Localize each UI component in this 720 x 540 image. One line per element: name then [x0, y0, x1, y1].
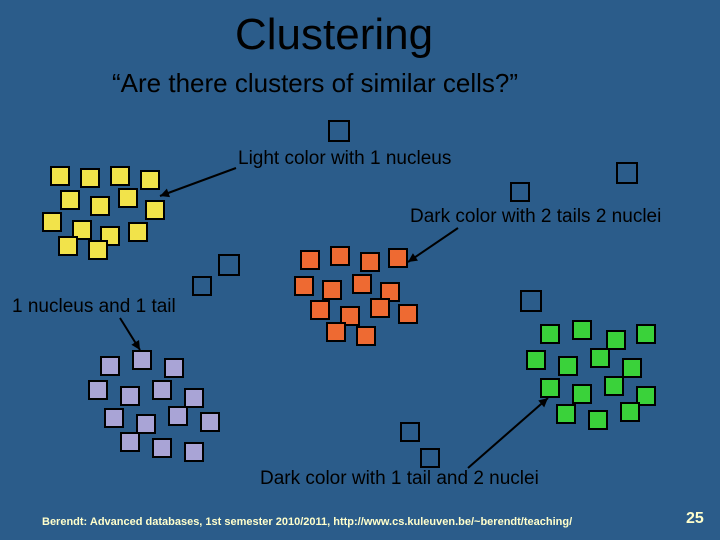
cell-yellow-2 [110, 166, 130, 186]
cluster-label-3: Dark color with 1 tail and 2 nuclei [260, 468, 539, 490]
cell-purple-9 [168, 406, 188, 426]
cell-green-4 [526, 350, 546, 370]
cell-purple-5 [152, 380, 172, 400]
cell-yellow-0 [50, 166, 70, 186]
cell-purple-6 [184, 388, 204, 408]
cell-yellow-5 [90, 196, 110, 216]
cell-yellow-13 [88, 240, 108, 260]
placeholder-square-7 [420, 448, 440, 468]
cell-yellow-1 [80, 168, 100, 188]
cell-green-0 [540, 324, 560, 344]
cell-green-5 [558, 356, 578, 376]
cell-yellow-7 [145, 200, 165, 220]
cell-green-3 [636, 324, 656, 344]
cell-yellow-4 [60, 190, 80, 210]
cell-yellow-3 [140, 170, 160, 190]
footer-citation: Berendt: Advanced databases, 1st semeste… [42, 516, 572, 528]
cell-orange-10 [370, 298, 390, 318]
cell-green-12 [556, 404, 576, 424]
cell-purple-4 [120, 386, 140, 406]
cluster-label-1: Dark color with 2 tails 2 nuclei [410, 206, 661, 228]
cell-purple-11 [120, 432, 140, 452]
placeholder-square-0 [328, 120, 350, 142]
cell-orange-0 [300, 250, 320, 270]
cell-yellow-12 [58, 236, 78, 256]
cell-green-13 [588, 410, 608, 430]
cell-purple-12 [152, 438, 172, 458]
cell-orange-2 [360, 252, 380, 272]
cluster-label-0: Light color with 1 nucleus [238, 148, 451, 170]
cell-orange-5 [322, 280, 342, 300]
cell-green-1 [572, 320, 592, 340]
cell-yellow-8 [42, 212, 62, 232]
cell-green-7 [622, 358, 642, 378]
cell-purple-13 [184, 442, 204, 462]
slide: Clustering “Are there clusters of similar… [0, 0, 720, 540]
slide-subtitle: “Are there clusters of similar cells?” [112, 68, 518, 99]
cell-orange-1 [330, 246, 350, 266]
cell-purple-0 [100, 356, 120, 376]
cell-green-9 [572, 384, 592, 404]
placeholder-square-4 [192, 276, 212, 296]
placeholder-square-3 [218, 254, 240, 276]
cell-yellow-11 [128, 222, 148, 242]
cell-orange-13 [356, 326, 376, 346]
cell-orange-4 [294, 276, 314, 296]
placeholder-square-1 [616, 162, 638, 184]
cell-orange-11 [398, 304, 418, 324]
cell-purple-3 [88, 380, 108, 400]
cell-purple-1 [132, 350, 152, 370]
cell-purple-8 [136, 414, 156, 434]
cell-orange-3 [388, 248, 408, 268]
cell-green-2 [606, 330, 626, 350]
page-number: 25 [686, 510, 704, 528]
cell-orange-6 [352, 274, 372, 294]
cell-orange-8 [310, 300, 330, 320]
placeholder-square-2 [510, 182, 530, 202]
cell-green-8 [540, 378, 560, 398]
cell-yellow-6 [118, 188, 138, 208]
cell-purple-7 [104, 408, 124, 428]
cluster-label-2: 1 nucleus and 1 tail [12, 296, 176, 318]
cell-orange-12 [326, 322, 346, 342]
cell-purple-10 [200, 412, 220, 432]
cell-green-6 [590, 348, 610, 368]
placeholder-square-6 [400, 422, 420, 442]
placeholder-square-5 [520, 290, 542, 312]
slide-title: Clustering [235, 10, 433, 60]
cell-green-10 [604, 376, 624, 396]
cell-purple-2 [164, 358, 184, 378]
cell-green-14 [620, 402, 640, 422]
